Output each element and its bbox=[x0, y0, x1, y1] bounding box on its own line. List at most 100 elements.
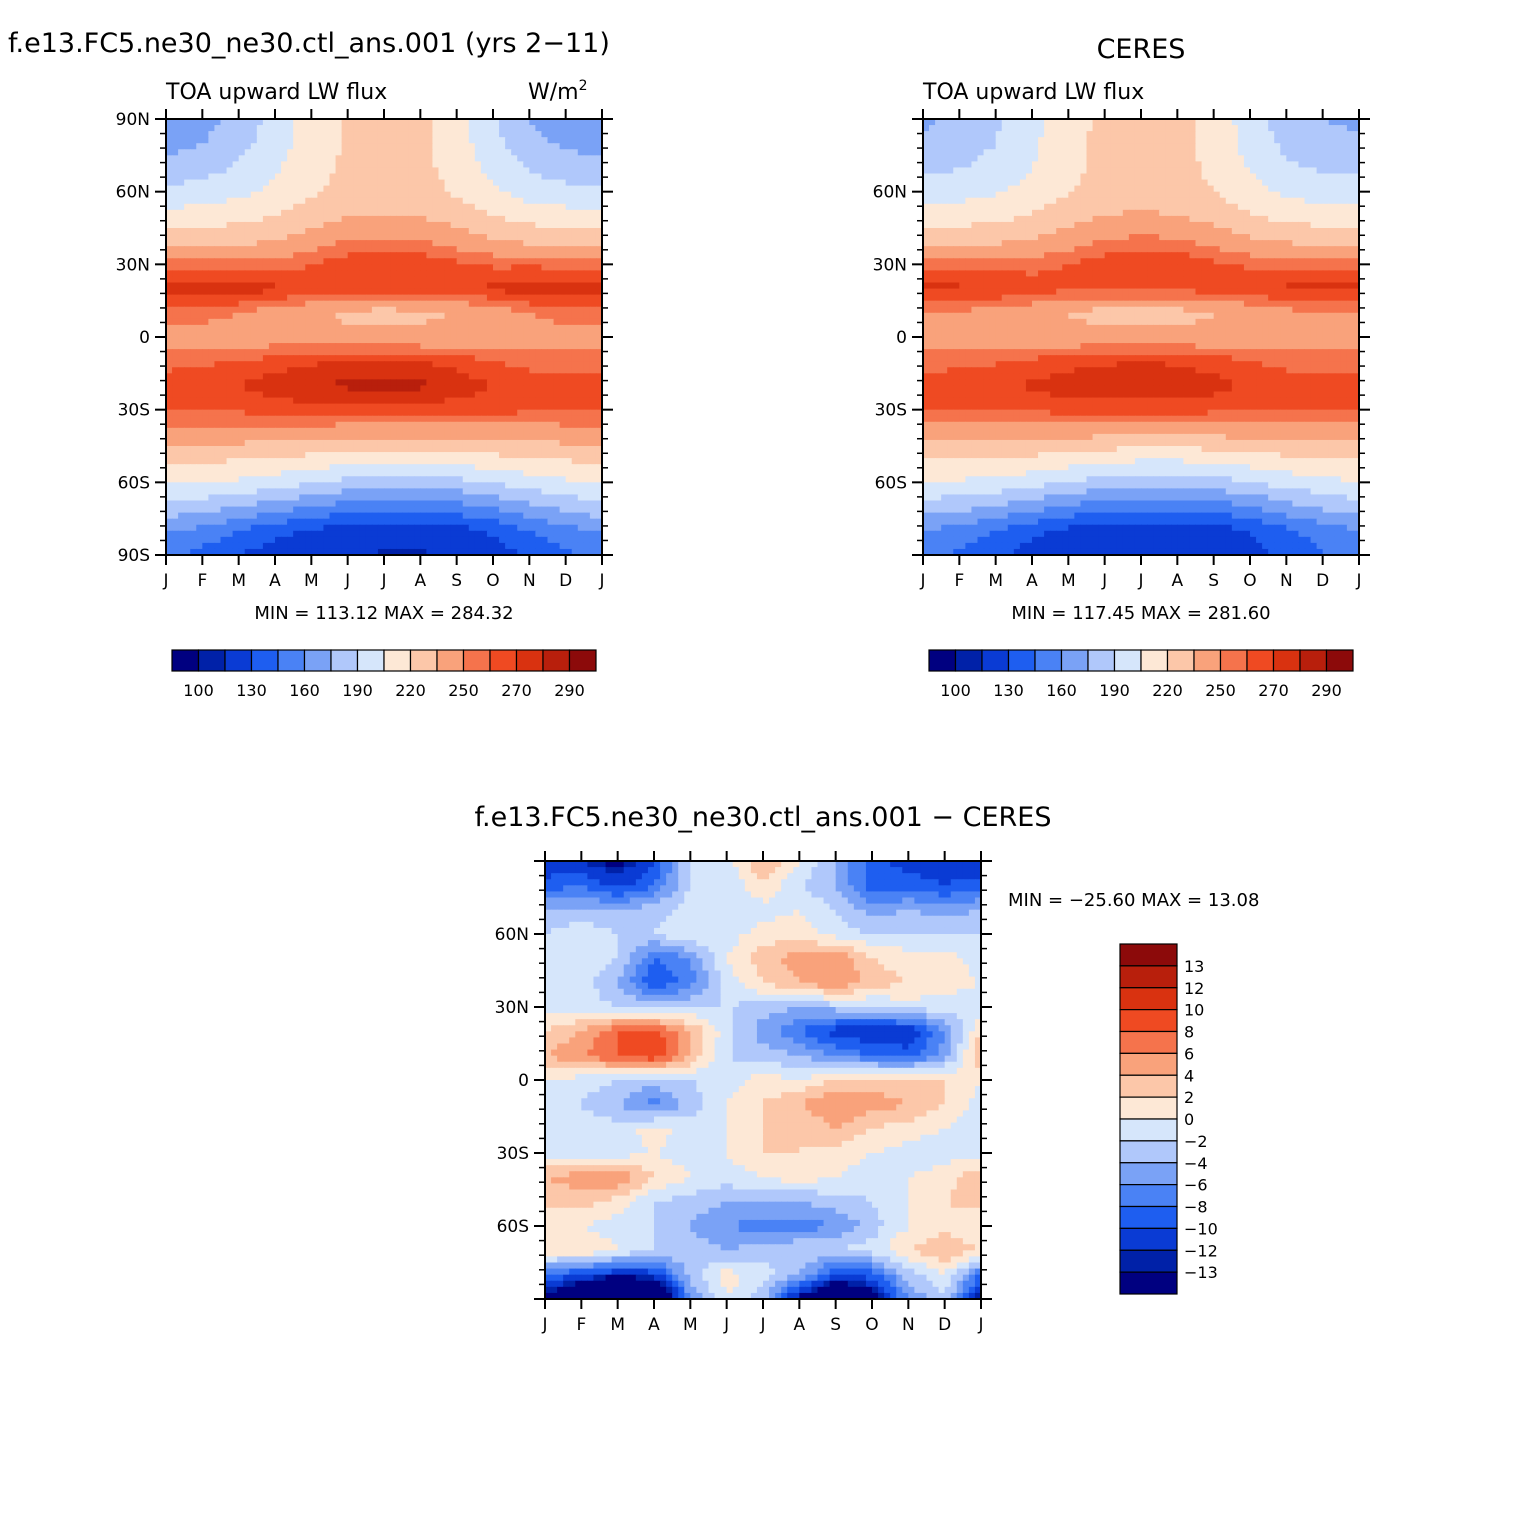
heatmap-cell bbox=[396, 318, 403, 326]
heatmap-cell bbox=[414, 246, 421, 253]
heatmap-cell bbox=[178, 349, 185, 356]
heatmap-cell bbox=[468, 161, 476, 169]
heatmap-cell bbox=[371, 518, 379, 526]
heatmap-cell bbox=[377, 240, 385, 247]
heatmap-cell bbox=[335, 234, 343, 241]
heatmap-cell bbox=[335, 215, 343, 223]
heatmap-cell bbox=[172, 330, 179, 338]
heatmap-cell bbox=[359, 367, 367, 374]
heatmap-cell bbox=[365, 476, 373, 483]
heatmap-cell bbox=[317, 137, 325, 144]
heatmap-cell bbox=[486, 149, 494, 156]
heatmap-cell bbox=[299, 161, 306, 169]
heatmap-cell bbox=[462, 530, 470, 538]
heatmap-cell bbox=[444, 137, 452, 144]
heatmap-cell bbox=[390, 161, 397, 169]
heatmap-cell bbox=[196, 258, 203, 265]
heatmap-cell bbox=[329, 143, 337, 150]
heatmap-cell bbox=[529, 355, 536, 362]
heatmap-cell bbox=[220, 355, 228, 362]
heatmap-cell bbox=[547, 324, 555, 332]
heatmap-cell bbox=[329, 119, 337, 126]
heatmap-cell bbox=[262, 161, 270, 169]
heatmap-cell bbox=[426, 488, 434, 496]
heatmap-cell bbox=[583, 373, 591, 380]
heatmap-cell bbox=[414, 367, 421, 374]
heatmap-cell bbox=[474, 131, 482, 138]
heatmap-cell bbox=[299, 324, 306, 332]
heatmap-cell bbox=[317, 330, 325, 338]
heatmap-cell bbox=[529, 294, 536, 302]
heatmap-cell bbox=[214, 409, 222, 417]
heatmap-cell bbox=[420, 191, 427, 199]
heatmap-cell bbox=[432, 282, 440, 290]
heatmap-cell bbox=[281, 452, 288, 459]
heatmap-cell bbox=[450, 197, 458, 205]
heatmap-cell bbox=[420, 397, 427, 405]
heatmap-cell bbox=[311, 276, 318, 284]
heatmap-cell bbox=[384, 209, 391, 217]
heatmap-cell bbox=[438, 415, 446, 423]
heatmap-cell bbox=[577, 173, 585, 181]
heatmap-cell bbox=[214, 355, 222, 362]
heatmap-cell bbox=[493, 246, 500, 253]
heatmap-cell bbox=[462, 446, 470, 453]
heatmap-cell bbox=[202, 240, 209, 247]
heatmap-cell bbox=[353, 458, 361, 465]
heatmap-cell bbox=[275, 131, 282, 138]
heatmap-cell bbox=[305, 458, 312, 465]
heatmap-cell bbox=[238, 397, 246, 405]
heatmap-cell bbox=[190, 330, 197, 338]
heatmap-cell bbox=[505, 476, 512, 483]
heatmap-cell bbox=[547, 215, 555, 223]
heatmap-cell bbox=[238, 330, 246, 338]
heatmap-cell bbox=[493, 361, 500, 368]
heatmap-cell bbox=[299, 379, 306, 387]
heatmap-cell bbox=[347, 221, 355, 229]
heatmap-cell bbox=[250, 391, 258, 399]
heatmap-cell bbox=[535, 373, 543, 380]
heatmap-cell bbox=[341, 409, 349, 417]
heatmap-cell bbox=[293, 240, 300, 247]
heatmap-cell bbox=[444, 270, 452, 278]
heatmap-cell bbox=[420, 179, 427, 187]
heatmap-cell bbox=[408, 415, 415, 423]
heatmap-cell bbox=[384, 446, 391, 453]
heatmap-cell bbox=[553, 518, 561, 526]
heatmap-cell bbox=[166, 452, 173, 459]
heatmap-cell bbox=[359, 240, 367, 247]
heatmap-cell bbox=[450, 500, 458, 508]
heatmap-cell bbox=[535, 240, 543, 247]
heatmap-cell bbox=[347, 458, 355, 465]
heatmap-cell bbox=[214, 282, 222, 290]
heatmap-cell bbox=[220, 306, 228, 314]
heatmap-cell bbox=[468, 264, 476, 271]
heatmap-cell bbox=[365, 379, 373, 387]
heatmap-cell bbox=[317, 506, 325, 514]
heatmap-cell bbox=[535, 355, 543, 362]
heatmap-cell bbox=[438, 506, 446, 514]
heatmap-cell bbox=[293, 306, 300, 314]
heatmap-cell bbox=[365, 252, 373, 259]
heatmap-cell bbox=[166, 173, 173, 181]
heatmap-cell bbox=[577, 452, 585, 459]
heatmap-cell bbox=[589, 300, 597, 308]
heatmap-cell bbox=[462, 500, 470, 508]
heatmap-cell bbox=[226, 258, 234, 265]
heatmap-cell bbox=[595, 397, 603, 405]
heatmap-cell bbox=[468, 228, 476, 235]
heatmap-cell bbox=[577, 270, 585, 278]
heatmap-cell bbox=[541, 482, 549, 489]
heatmap-cell bbox=[202, 530, 209, 538]
heatmap-cell bbox=[529, 470, 536, 477]
heatmap-cell bbox=[456, 209, 464, 217]
heatmap-cell bbox=[335, 361, 343, 368]
heatmap-cell bbox=[499, 252, 506, 259]
heatmap-cell bbox=[505, 391, 512, 399]
heatmap-cell bbox=[559, 324, 567, 332]
heatmap-cell bbox=[444, 337, 452, 344]
heatmap-cell bbox=[311, 482, 318, 489]
heatmap-cell bbox=[184, 149, 191, 156]
heatmap-cell bbox=[589, 131, 597, 138]
heatmap-cell bbox=[426, 221, 434, 229]
